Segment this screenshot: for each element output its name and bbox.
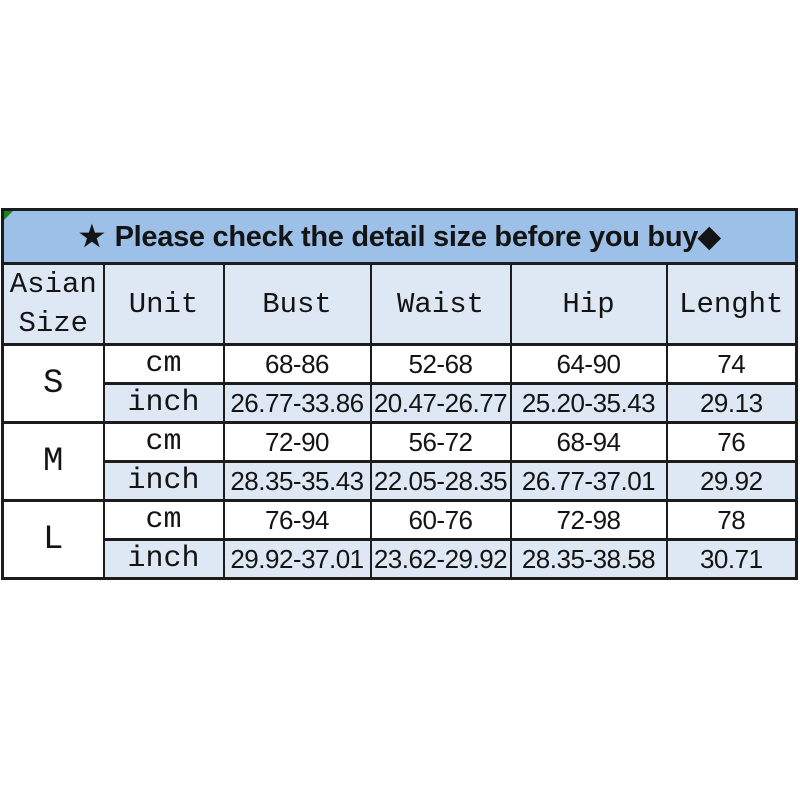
length-value: 76	[665, 421, 798, 464]
table-row: inch 26.77-33.86 20.47-26.77 25.20-35.43…	[3, 382, 798, 425]
header-length: Lenght	[665, 261, 798, 347]
bust-value: 72-90	[222, 421, 372, 464]
size-label-l: L	[1, 499, 105, 581]
header-unit: Unit	[102, 261, 225, 347]
waist-value: 20.47-26.77	[369, 382, 512, 425]
hip-value: 28.35-38.58	[509, 538, 668, 581]
waist-value: 22.05-28.35	[369, 460, 512, 503]
unit-label: inch	[102, 382, 225, 425]
table-row: inch 28.35-35.43 22.05-28.35 26.77-37.01…	[3, 460, 798, 503]
waist-value: 52-68	[369, 343, 512, 386]
hip-value: 25.20-35.43	[509, 382, 668, 425]
table-row: M cm 72-90 56-72 68-94 76	[1, 421, 798, 503]
unit-label: cm	[102, 499, 225, 542]
table-title: Please check the detail size before you …	[114, 221, 699, 253]
bust-value: 29.92-37.01	[222, 538, 372, 581]
diamond-icon: ◆	[698, 221, 721, 253]
unit-label: cm	[102, 343, 225, 386]
waist-value: 23.62-29.92	[369, 538, 512, 581]
cell-corner-marker-icon	[4, 212, 13, 220]
unit-label: inch	[102, 538, 225, 581]
hip-value: 68-94	[509, 421, 668, 464]
length-value: 78	[665, 499, 798, 542]
table-title-bar: ★ Please check the detail size before you…	[1, 208, 798, 265]
unit-label: cm	[102, 421, 225, 464]
size-label-s: S	[1, 343, 105, 425]
length-value: 74	[665, 343, 798, 386]
hip-value: 64-90	[509, 343, 668, 386]
title-row: ★ Please check the detail size before you…	[1, 208, 798, 265]
table-row: L cm 76-94 60-76 72-98 78	[1, 499, 798, 581]
header-row: Asian Size Unit Bust Waist Hip Lenght	[1, 261, 798, 347]
hip-value: 72-98	[509, 499, 668, 542]
bust-value: 76-94	[222, 499, 372, 542]
size-label-m: M	[1, 421, 105, 503]
length-value: 30.71	[665, 538, 798, 581]
header-asian-size: Asian Size	[1, 261, 105, 347]
header-waist: Waist	[369, 261, 512, 347]
table-row: S cm 68-86 52-68 64-90 74	[1, 343, 798, 425]
waist-value: 56-72	[369, 421, 512, 464]
bust-value: 28.35-35.43	[222, 460, 372, 503]
table-row: inch 29.92-37.01 23.62-29.92 28.35-38.58…	[3, 538, 798, 581]
bust-value: 26.77-33.86	[222, 382, 372, 425]
size-chart-table: ★ Please check the detail size before you…	[1, 208, 799, 581]
length-value: 29.92	[665, 460, 798, 503]
waist-value: 60-76	[369, 499, 512, 542]
length-value: 29.13	[665, 382, 798, 425]
header-hip: Hip	[509, 261, 668, 347]
hip-value: 26.77-37.01	[509, 460, 668, 503]
star-icon: ★	[78, 221, 105, 253]
unit-label: inch	[102, 460, 225, 503]
header-bust: Bust	[222, 261, 372, 347]
bust-value: 68-86	[222, 343, 372, 386]
